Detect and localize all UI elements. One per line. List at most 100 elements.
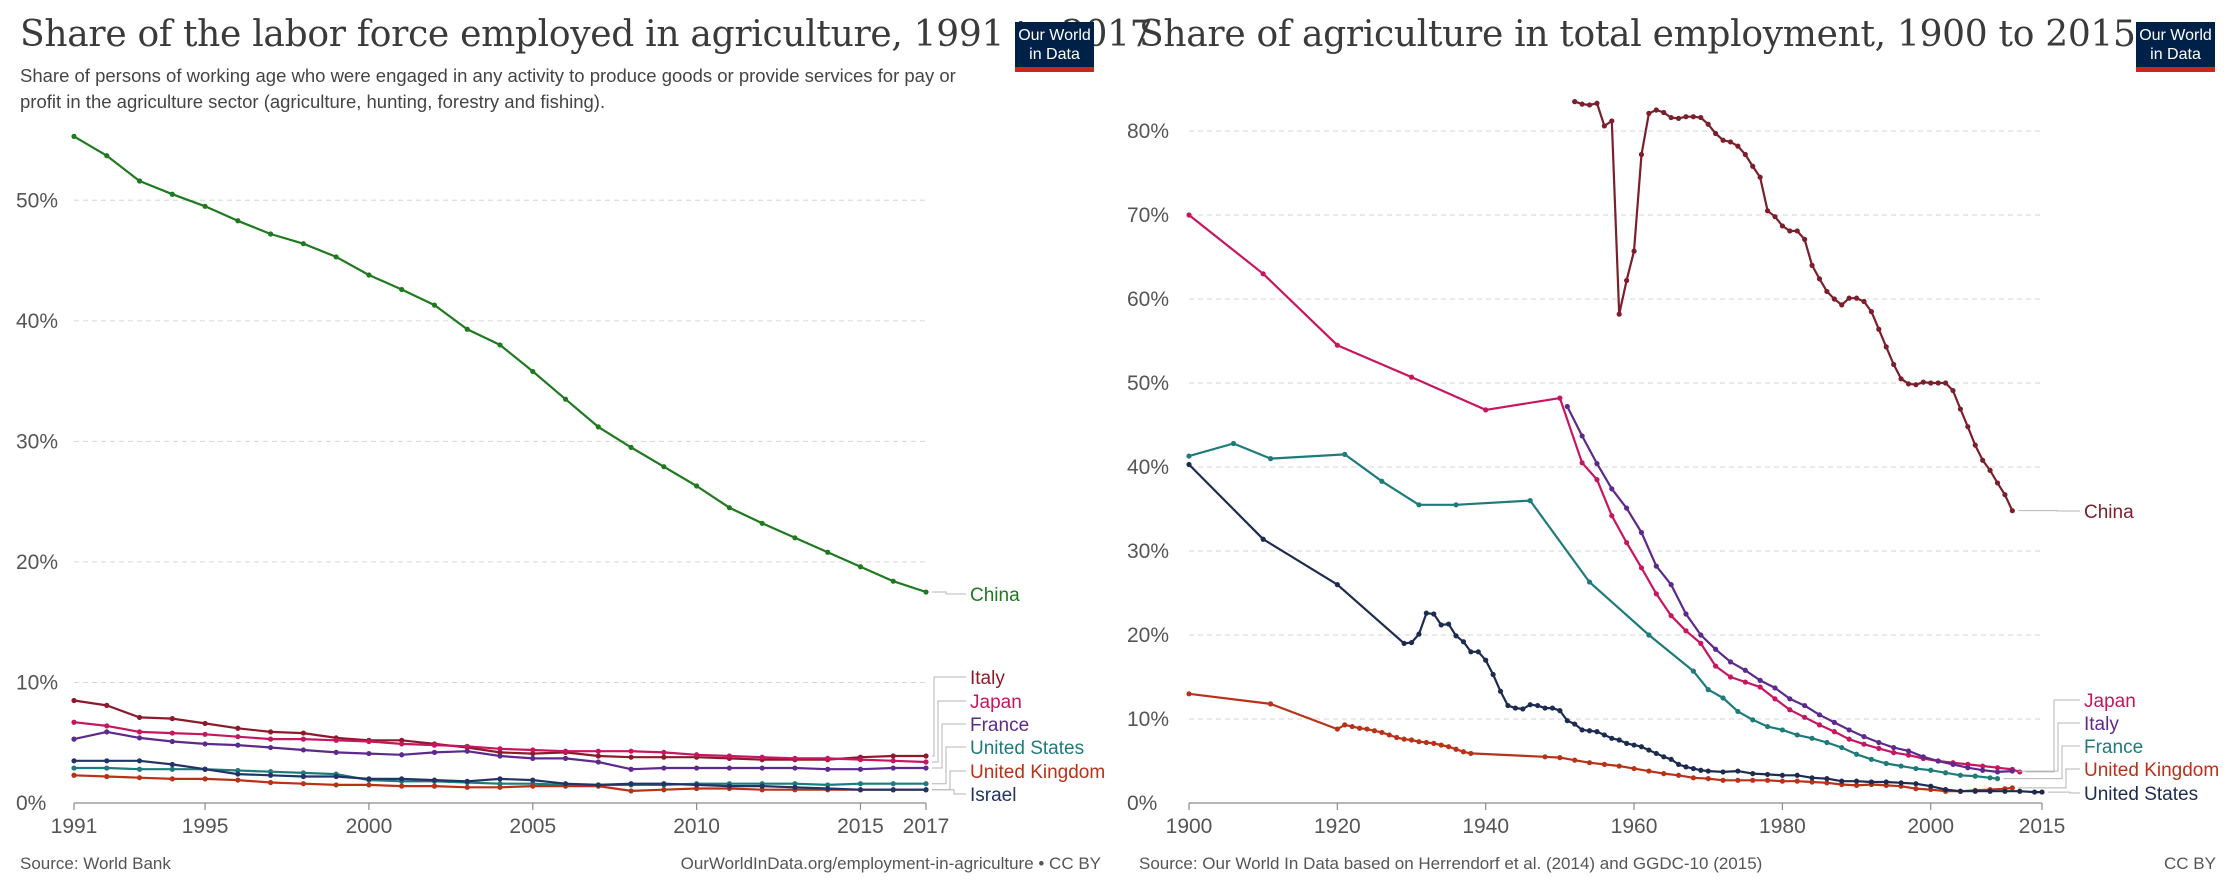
data-point-israel[interactable] <box>530 777 536 783</box>
data-point-france[interactable] <box>497 753 503 759</box>
data-point-france[interactable] <box>1342 451 1348 457</box>
data-point-united-kingdom[interactable] <box>1423 739 1429 746</box>
data-point-italy[interactable] <box>1846 727 1852 733</box>
data-point-united-kingdom[interactable] <box>1394 734 1400 741</box>
data-point-china[interactable] <box>1742 151 1748 158</box>
data-point-united-states[interactable] <box>104 765 110 771</box>
data-point-israel[interactable] <box>399 776 405 782</box>
data-point-italy[interactable] <box>1772 685 1778 691</box>
data-point-united-states[interactable] <box>1557 708 1563 714</box>
owid-logo-right[interactable]: Our World in Data <box>2136 22 2215 72</box>
data-point-japan[interactable] <box>1698 640 1704 647</box>
data-point-israel[interactable] <box>333 773 339 780</box>
data-point-united-states[interactable] <box>2039 789 2045 795</box>
data-point-france[interactable] <box>1379 478 1385 484</box>
data-point-united-kingdom[interactable] <box>1460 749 1467 755</box>
data-point-japan[interactable] <box>136 729 143 735</box>
data-point-italy[interactable] <box>71 697 77 704</box>
data-point-japan[interactable] <box>1905 752 1912 758</box>
data-point-china[interactable] <box>792 535 798 541</box>
data-point-united-states[interactable] <box>1497 688 1504 694</box>
data-point-france[interactable] <box>1994 776 2001 782</box>
data-point-united-kingdom[interactable] <box>1646 768 1652 774</box>
series-label-israel[interactable]: Israel <box>970 785 1016 806</box>
data-point-united-kingdom[interactable] <box>1824 780 1830 786</box>
data-point-china[interactable] <box>1683 114 1689 120</box>
data-point-italy[interactable] <box>235 725 241 731</box>
data-point-china[interactable] <box>1883 344 1889 350</box>
data-point-china[interactable] <box>726 505 732 511</box>
data-point-japan[interactable] <box>1802 714 1808 720</box>
data-point-japan[interactable] <box>1876 745 1882 752</box>
data-point-france[interactable] <box>333 749 339 755</box>
data-point-france[interactable] <box>1735 708 1741 715</box>
data-point-japan[interactable] <box>366 738 372 745</box>
data-point-italy[interactable] <box>1965 765 1971 771</box>
data-point-china[interactable] <box>1913 382 1919 388</box>
data-point-united-kingdom[interactable] <box>1675 772 1682 778</box>
data-point-france[interactable] <box>1527 498 1533 504</box>
data-point-japan[interactable] <box>202 731 208 737</box>
data-point-china[interactable] <box>1624 277 1630 284</box>
data-point-china[interactable] <box>333 254 339 260</box>
data-point-united-states[interactable] <box>1572 721 1578 727</box>
data-point-italy[interactable] <box>923 753 929 759</box>
data-point-italy[interactable] <box>1698 632 1704 638</box>
data-point-united-states[interactable] <box>71 765 77 771</box>
data-point-united-kingdom[interactable] <box>1357 725 1363 731</box>
data-point-france[interactable] <box>268 744 274 751</box>
data-point-united-kingdom[interactable] <box>1364 726 1370 732</box>
data-point-france[interactable] <box>562 755 569 761</box>
data-point-france[interactable] <box>71 736 77 742</box>
data-point-france[interactable] <box>1416 502 1422 508</box>
data-point-france[interactable] <box>1705 687 1711 693</box>
data-point-china[interactable] <box>1690 114 1696 120</box>
data-point-japan[interactable] <box>1408 374 1415 380</box>
data-point-israel[interactable] <box>268 772 274 778</box>
data-point-france[interactable] <box>1690 668 1696 674</box>
data-point-united-kingdom[interactable] <box>71 772 77 778</box>
data-point-united-states[interactable] <box>1638 744 1645 750</box>
data-point-italy[interactable] <box>1579 433 1585 439</box>
data-point-china[interactable] <box>1631 248 1637 254</box>
data-point-china[interactable] <box>595 424 601 430</box>
data-point-japan[interactable] <box>530 747 536 753</box>
data-point-china[interactable] <box>923 589 929 595</box>
data-point-japan[interactable] <box>923 759 929 765</box>
data-point-china[interactable] <box>1757 174 1763 180</box>
data-point-china[interactable] <box>661 464 667 470</box>
data-point-china[interactable] <box>1720 137 1726 143</box>
data-point-italy[interactable] <box>1891 744 1897 751</box>
data-point-united-states[interactable] <box>1898 780 1904 786</box>
data-point-united-kingdom[interactable] <box>1416 739 1422 745</box>
data-point-china[interactable] <box>628 444 634 450</box>
data-point-france[interactable] <box>431 749 438 755</box>
data-point-china[interactable] <box>1572 99 1578 105</box>
data-point-japan[interactable] <box>1980 763 1986 769</box>
data-point-united-kingdom[interactable] <box>1913 786 1919 792</box>
data-point-japan[interactable] <box>857 757 864 763</box>
data-point-united-kingdom[interactable] <box>1779 778 1785 784</box>
data-point-japan[interactable] <box>1668 613 1674 619</box>
data-point-china[interactable] <box>1898 376 1904 382</box>
data-point-united-kingdom[interactable] <box>1853 782 1860 788</box>
data-point-france[interactable] <box>202 741 208 747</box>
data-point-china[interactable] <box>1994 480 2001 486</box>
data-point-france[interactable] <box>792 765 798 771</box>
data-point-china[interactable] <box>169 191 175 197</box>
data-point-united-kingdom[interactable] <box>1616 763 1622 769</box>
data-point-france[interactable] <box>235 742 241 748</box>
data-point-france[interactable] <box>1186 453 1192 459</box>
data-point-china[interactable] <box>857 564 864 570</box>
data-point-united-states[interactable] <box>1668 756 1674 762</box>
series-label-united-kingdom[interactable]: United Kingdom <box>2084 760 2219 781</box>
data-point-japan[interactable] <box>497 746 503 752</box>
data-point-israel[interactable] <box>71 758 77 764</box>
data-point-united-states[interactable] <box>1624 740 1630 746</box>
data-point-italy[interactable] <box>169 716 175 722</box>
data-point-china[interactable] <box>104 153 110 159</box>
data-point-france[interactable] <box>1267 456 1274 462</box>
data-point-italy[interactable] <box>300 730 306 736</box>
data-point-italy[interactable] <box>268 729 274 735</box>
data-point-united-states[interactable] <box>1579 727 1585 733</box>
